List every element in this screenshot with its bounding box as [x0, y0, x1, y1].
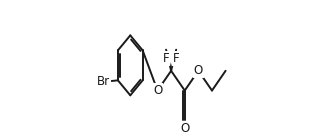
- Text: O: O: [180, 122, 189, 135]
- Text: O: O: [153, 84, 162, 97]
- Text: O: O: [194, 64, 203, 77]
- Text: F: F: [173, 52, 180, 65]
- Text: Br: Br: [97, 75, 110, 87]
- Text: F: F: [163, 52, 169, 65]
